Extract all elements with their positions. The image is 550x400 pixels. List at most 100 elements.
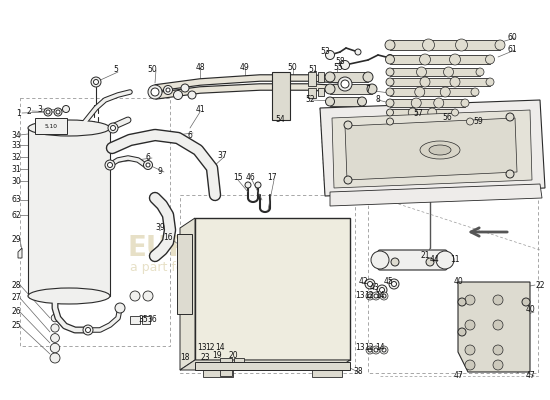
Circle shape xyxy=(382,294,386,298)
Text: 13: 13 xyxy=(355,290,365,300)
Bar xyxy=(180,195,355,373)
Circle shape xyxy=(326,97,334,106)
Circle shape xyxy=(368,348,372,352)
Circle shape xyxy=(166,88,170,92)
Circle shape xyxy=(341,80,349,88)
Bar xyxy=(390,55,490,64)
Text: 49: 49 xyxy=(240,64,250,72)
Text: 40: 40 xyxy=(525,306,535,314)
FancyBboxPatch shape xyxy=(378,250,447,270)
Text: 26: 26 xyxy=(11,308,21,316)
Text: 48: 48 xyxy=(195,64,205,72)
Circle shape xyxy=(411,98,421,108)
Circle shape xyxy=(522,298,530,306)
Circle shape xyxy=(44,108,52,116)
Bar xyxy=(330,84,372,94)
Text: 38: 38 xyxy=(353,368,363,376)
Text: 25: 25 xyxy=(11,322,21,330)
Text: 58: 58 xyxy=(335,58,345,66)
Text: 5: 5 xyxy=(113,66,118,74)
Text: 39: 39 xyxy=(155,224,165,232)
Text: 14: 14 xyxy=(375,290,385,300)
Bar xyxy=(177,234,192,314)
Bar xyxy=(368,195,538,373)
Circle shape xyxy=(495,40,505,50)
Text: 51: 51 xyxy=(308,66,318,74)
Text: 33: 33 xyxy=(11,140,21,150)
Text: 29: 29 xyxy=(11,236,21,244)
Circle shape xyxy=(380,292,388,300)
Bar xyxy=(390,40,500,50)
Circle shape xyxy=(382,348,386,352)
Text: 14: 14 xyxy=(375,344,385,352)
Text: 47: 47 xyxy=(525,370,535,380)
Text: 20: 20 xyxy=(228,350,238,360)
Circle shape xyxy=(367,282,372,286)
Circle shape xyxy=(389,279,399,289)
Bar xyxy=(220,358,232,376)
Circle shape xyxy=(107,162,113,168)
Bar xyxy=(312,370,342,377)
Circle shape xyxy=(385,40,395,50)
Bar xyxy=(203,370,233,377)
Bar xyxy=(308,88,316,98)
Circle shape xyxy=(374,348,378,352)
Circle shape xyxy=(46,110,50,114)
Circle shape xyxy=(466,118,474,125)
Bar xyxy=(390,68,480,76)
Circle shape xyxy=(461,99,469,107)
Circle shape xyxy=(144,160,152,170)
Circle shape xyxy=(51,334,59,342)
Text: 16: 16 xyxy=(163,234,173,242)
Text: 46: 46 xyxy=(245,174,255,182)
Polygon shape xyxy=(330,184,542,206)
Text: 21: 21 xyxy=(420,250,430,260)
Text: 3: 3 xyxy=(37,104,42,114)
Polygon shape xyxy=(332,110,532,188)
Circle shape xyxy=(465,360,475,370)
Circle shape xyxy=(391,258,399,266)
Text: 35: 35 xyxy=(138,316,148,324)
Circle shape xyxy=(436,251,454,269)
Text: 55: 55 xyxy=(333,64,343,72)
Text: 30: 30 xyxy=(11,176,21,186)
Circle shape xyxy=(115,303,125,313)
Circle shape xyxy=(366,346,374,354)
Circle shape xyxy=(188,91,196,99)
Circle shape xyxy=(486,78,494,86)
Circle shape xyxy=(415,87,425,97)
Text: 6: 6 xyxy=(146,154,151,162)
Circle shape xyxy=(151,88,159,96)
Circle shape xyxy=(325,72,335,82)
Bar xyxy=(234,358,244,370)
Circle shape xyxy=(506,170,514,178)
Circle shape xyxy=(414,117,422,126)
Text: 34: 34 xyxy=(11,130,21,140)
Bar xyxy=(195,362,350,370)
Text: 45: 45 xyxy=(383,278,393,286)
Circle shape xyxy=(408,108,417,117)
Text: 14: 14 xyxy=(215,344,225,352)
Circle shape xyxy=(386,55,394,64)
Circle shape xyxy=(245,182,251,188)
Circle shape xyxy=(355,49,361,55)
Bar xyxy=(20,98,170,346)
Text: 61: 61 xyxy=(507,46,517,54)
Text: 31: 31 xyxy=(11,164,21,174)
Bar xyxy=(28,128,110,296)
Text: 60: 60 xyxy=(507,34,517,42)
Circle shape xyxy=(426,258,434,266)
Text: 12: 12 xyxy=(364,290,374,300)
Circle shape xyxy=(493,345,503,355)
Polygon shape xyxy=(320,100,545,196)
Circle shape xyxy=(422,39,435,51)
Text: 17: 17 xyxy=(267,174,277,182)
Text: 52: 52 xyxy=(305,96,315,104)
Text: 37: 37 xyxy=(217,150,227,160)
Text: 54: 54 xyxy=(275,116,285,124)
Circle shape xyxy=(386,68,394,76)
Bar xyxy=(130,316,140,324)
Circle shape xyxy=(420,54,431,65)
Circle shape xyxy=(363,72,373,82)
Bar xyxy=(390,118,470,125)
